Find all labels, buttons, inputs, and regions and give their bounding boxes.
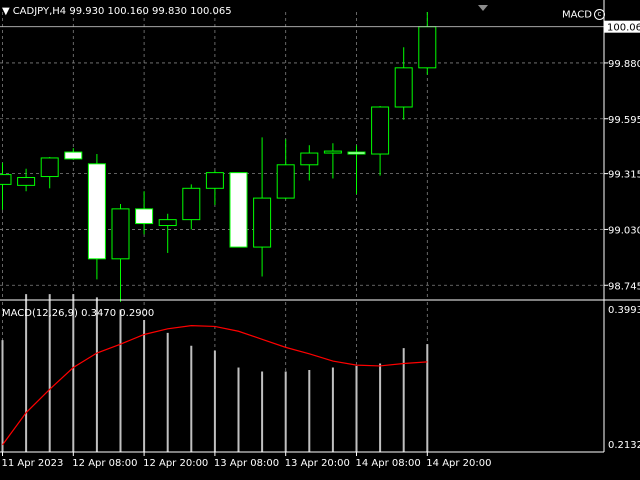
ohlc-values: 99.930 100.160 99.830 100.065 xyxy=(69,6,232,17)
candle-body xyxy=(205,172,224,189)
candle xyxy=(158,213,177,253)
candle-body xyxy=(371,106,390,155)
time-axis-label: 11 Apr 2023 xyxy=(2,458,64,469)
current-price-label: 100.065 xyxy=(607,23,640,34)
candle xyxy=(135,191,154,235)
candle-body xyxy=(394,67,413,108)
candle-body xyxy=(418,26,437,69)
candle-body xyxy=(111,208,130,260)
macd-axis-label: 0.3993 xyxy=(608,305,640,316)
price-candles xyxy=(0,12,437,302)
symbol-timeframe: CADJPY,H4 xyxy=(12,6,67,17)
candle xyxy=(229,172,248,248)
copyright-circle-icon: c xyxy=(593,9,605,20)
chart-header: ▼ CADJPY,H4 99.930 100.160 99.830 100.065 xyxy=(2,6,232,17)
candle-body xyxy=(87,163,106,260)
candle-body xyxy=(182,187,201,221)
macd-axis-label: 0.2132 xyxy=(608,440,640,451)
candle xyxy=(205,170,224,205)
candle xyxy=(371,106,390,176)
candle xyxy=(347,145,366,195)
candle-body xyxy=(229,172,248,248)
current-price-tag xyxy=(604,20,640,33)
time-axis-label: 12 Apr 08:00 xyxy=(72,458,137,469)
triangle-down-icon[interactable]: ▼ xyxy=(2,6,10,17)
price-axis-label: 99.880 xyxy=(608,59,640,70)
time-axis-label: 14 Apr 20:00 xyxy=(426,458,491,469)
candle xyxy=(418,12,437,75)
candle-body xyxy=(276,164,295,199)
time-axis-label: 14 Apr 08:00 xyxy=(356,458,421,469)
time-axis-label: 12 Apr 20:00 xyxy=(143,458,208,469)
axis-labels: 99.880 99.595 99.315 99.030 98.745 100.065 0.3… xyxy=(2,20,640,469)
candle xyxy=(276,139,295,200)
candle xyxy=(394,47,413,120)
candle-body xyxy=(17,177,36,186)
candle-body xyxy=(0,174,12,185)
candle-body xyxy=(135,208,154,225)
candle-body xyxy=(158,219,177,227)
candle xyxy=(253,137,272,277)
candle xyxy=(300,145,319,181)
candle-body xyxy=(253,197,272,248)
macd-label: MACD(12,26,9) 0.3470 0.2900 xyxy=(2,308,155,319)
candle-body xyxy=(64,151,83,160)
price-axis-label: 99.595 xyxy=(608,115,640,126)
indicator-badge[interactable]: MACD c xyxy=(562,9,605,21)
price-axis-label: 99.315 xyxy=(608,170,640,181)
candle-body xyxy=(347,151,366,155)
candle-body xyxy=(40,157,59,178)
candle xyxy=(323,143,342,179)
candle-body xyxy=(300,152,319,166)
indicator-badge-label: MACD xyxy=(562,9,592,21)
chart-shift-marker[interactable] xyxy=(478,5,488,11)
macd-signal-line xyxy=(2,325,428,446)
price-axis-label: 99.030 xyxy=(608,225,640,236)
candle xyxy=(64,148,83,160)
chart-frame xyxy=(0,0,640,453)
candle xyxy=(87,154,106,280)
candle xyxy=(182,184,201,230)
candle xyxy=(40,156,59,189)
macd-histogram xyxy=(1,294,429,452)
candle xyxy=(17,168,36,192)
time-axis-label: 13 Apr 20:00 xyxy=(285,458,350,469)
candle xyxy=(111,203,130,302)
price-axis-label: 98.745 xyxy=(608,281,640,292)
candle xyxy=(0,162,12,210)
candle-body xyxy=(323,150,342,154)
time-axis-label: 13 Apr 08:00 xyxy=(214,458,279,469)
